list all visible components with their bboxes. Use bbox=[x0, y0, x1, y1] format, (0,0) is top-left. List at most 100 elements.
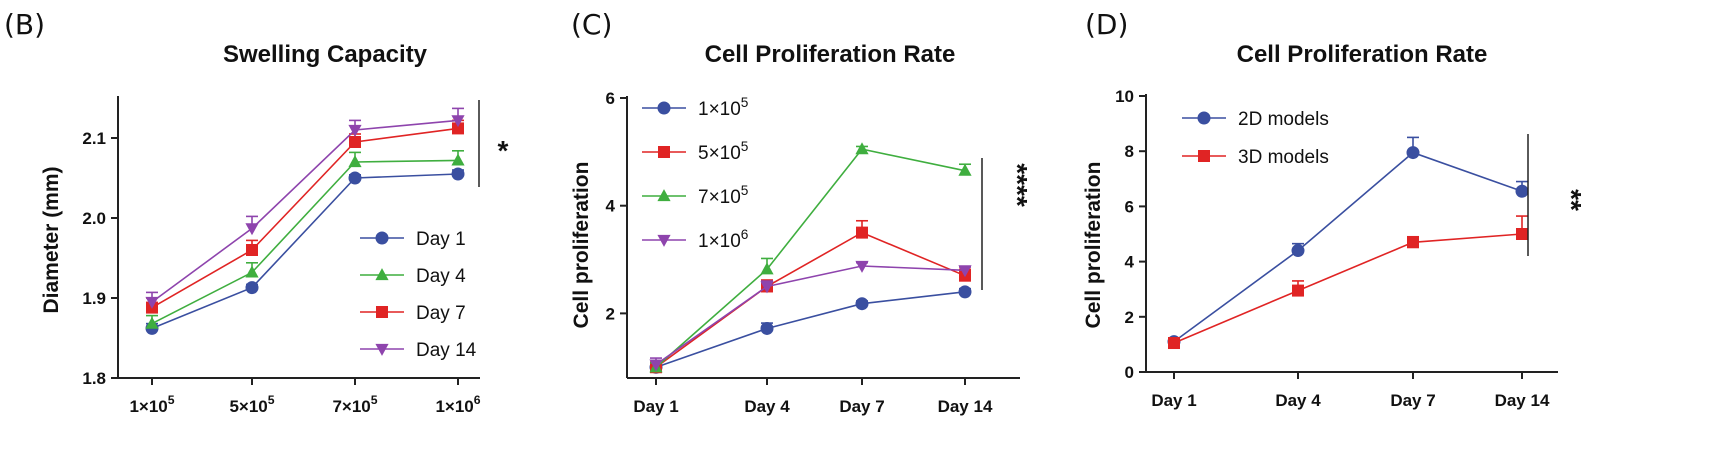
data-point bbox=[760, 321, 774, 335]
legend-marker bbox=[1198, 150, 1210, 162]
panel-label: (D) bbox=[1085, 8, 1128, 41]
data-point bbox=[451, 153, 465, 166]
data-point bbox=[760, 262, 774, 275]
x-tick-label: Day 7 bbox=[1390, 391, 1435, 410]
data-point bbox=[1516, 228, 1528, 240]
significance-marker: **** bbox=[1002, 163, 1033, 207]
legend-marker bbox=[375, 343, 389, 356]
legend-marker bbox=[657, 189, 671, 202]
chart-panel-1: (B) Swelling Capacity Diameter (mm) 1.8 1.9 2… bbox=[4, 8, 509, 416]
series-line bbox=[151, 173, 459, 330]
series-4 bbox=[649, 260, 972, 372]
data-point bbox=[246, 244, 258, 256]
legend-label: Day 1 bbox=[416, 229, 466, 250]
y-tick-label: 2 bbox=[606, 304, 615, 323]
data-point bbox=[1292, 284, 1304, 297]
data-point bbox=[348, 171, 362, 185]
legend-marker bbox=[657, 234, 671, 247]
data-point bbox=[245, 281, 259, 295]
data-point bbox=[1168, 337, 1180, 350]
legend-item: Day 1 bbox=[360, 229, 466, 250]
data-point bbox=[855, 142, 869, 155]
y-axis-label: Diameter (mm) bbox=[40, 166, 63, 313]
y-tick-label: 2.0 bbox=[82, 209, 106, 228]
y-tick-label: 1.8 bbox=[82, 369, 106, 388]
data-point bbox=[958, 265, 972, 278]
series-4 bbox=[145, 107, 465, 309]
legend-item: 2D models bbox=[1182, 109, 1329, 130]
legend-item: 1×106 bbox=[642, 227, 748, 252]
significance-marker: * bbox=[498, 135, 509, 166]
x-tick-label: 5×105 bbox=[229, 393, 274, 416]
data-point bbox=[855, 260, 869, 273]
x-tick-label: Day 1 bbox=[633, 397, 678, 416]
data-point bbox=[451, 167, 465, 181]
series-line bbox=[1173, 151, 1523, 343]
data-point bbox=[1407, 236, 1419, 249]
chart-title: Swelling Capacity bbox=[223, 41, 428, 68]
y-axis-label: Cell proliferation bbox=[570, 162, 593, 329]
series-line bbox=[1173, 233, 1523, 344]
legend-marker bbox=[657, 101, 671, 115]
x-tick-label: 1×105 bbox=[129, 393, 174, 416]
chart-title: Cell Proliferation Rate bbox=[705, 41, 956, 68]
legend-label: 2D models bbox=[1238, 109, 1329, 130]
data-point bbox=[760, 281, 774, 294]
series-line bbox=[151, 159, 459, 325]
x-tick-label: Day 7 bbox=[839, 397, 884, 416]
significance-marker: ** bbox=[1556, 189, 1587, 211]
data-point bbox=[451, 115, 465, 128]
series-line bbox=[151, 119, 459, 303]
y-tick-label: 4 bbox=[606, 197, 616, 216]
legend-label: Day 14 bbox=[416, 340, 477, 361]
series-line bbox=[655, 265, 966, 366]
legend-label: 7×105 bbox=[698, 183, 749, 208]
legend-marker bbox=[376, 306, 388, 318]
legend-item: Day 4 bbox=[360, 266, 466, 287]
series-3 bbox=[146, 119, 464, 314]
series-line bbox=[655, 291, 966, 368]
x-tick-label: Day 4 bbox=[1275, 391, 1321, 410]
panel-label: (B) bbox=[4, 8, 45, 41]
data-point bbox=[958, 163, 972, 176]
chart-panel-2: (C) Cell Proliferation Rate Cell prolifera… bbox=[570, 8, 1033, 416]
x-tick-label: Day 14 bbox=[1495, 391, 1550, 410]
x-tick-label: Day 1 bbox=[1151, 391, 1196, 410]
data-point bbox=[649, 359, 663, 372]
data-point bbox=[349, 136, 361, 148]
series-line bbox=[655, 148, 966, 368]
data-point bbox=[1515, 184, 1529, 198]
x-tick-label: Day 4 bbox=[744, 397, 790, 416]
data-point bbox=[245, 223, 259, 236]
series-1 bbox=[1167, 136, 1529, 349]
legend-item: 5×105 bbox=[642, 139, 749, 164]
y-tick-label: 10 bbox=[1115, 87, 1134, 106]
data-point bbox=[855, 297, 869, 311]
y-tick-label: 1.9 bbox=[82, 289, 106, 308]
y-tick-label: 8 bbox=[1125, 142, 1134, 161]
legend-item: 7×105 bbox=[642, 183, 749, 208]
data-point bbox=[145, 316, 159, 329]
y-tick-label: 6 bbox=[606, 89, 615, 108]
y-tick-label: 0 bbox=[1125, 363, 1134, 382]
data-point bbox=[348, 124, 362, 137]
x-tick-label: 1×106 bbox=[435, 393, 480, 416]
legend-label: Day 4 bbox=[416, 266, 466, 287]
legend-label: 5×105 bbox=[698, 139, 749, 164]
y-tick-label: 6 bbox=[1125, 197, 1134, 216]
data-point bbox=[1406, 146, 1420, 160]
x-tick-label: 7×105 bbox=[332, 393, 377, 416]
chart-panel-3: (D) Cell Proliferation Rate Cell prolifera… bbox=[1082, 8, 1587, 410]
chart-title: Cell Proliferation Rate bbox=[1237, 41, 1488, 68]
data-point bbox=[958, 285, 972, 299]
data-point bbox=[1291, 244, 1305, 258]
legend-marker bbox=[375, 231, 389, 245]
legend-label: 1×105 bbox=[698, 95, 749, 120]
series-2 bbox=[145, 150, 465, 329]
series-line bbox=[151, 127, 459, 309]
legend-item: Day 7 bbox=[360, 303, 466, 324]
legend-marker bbox=[658, 146, 670, 158]
series-line bbox=[655, 231, 966, 368]
data-point bbox=[245, 265, 259, 278]
